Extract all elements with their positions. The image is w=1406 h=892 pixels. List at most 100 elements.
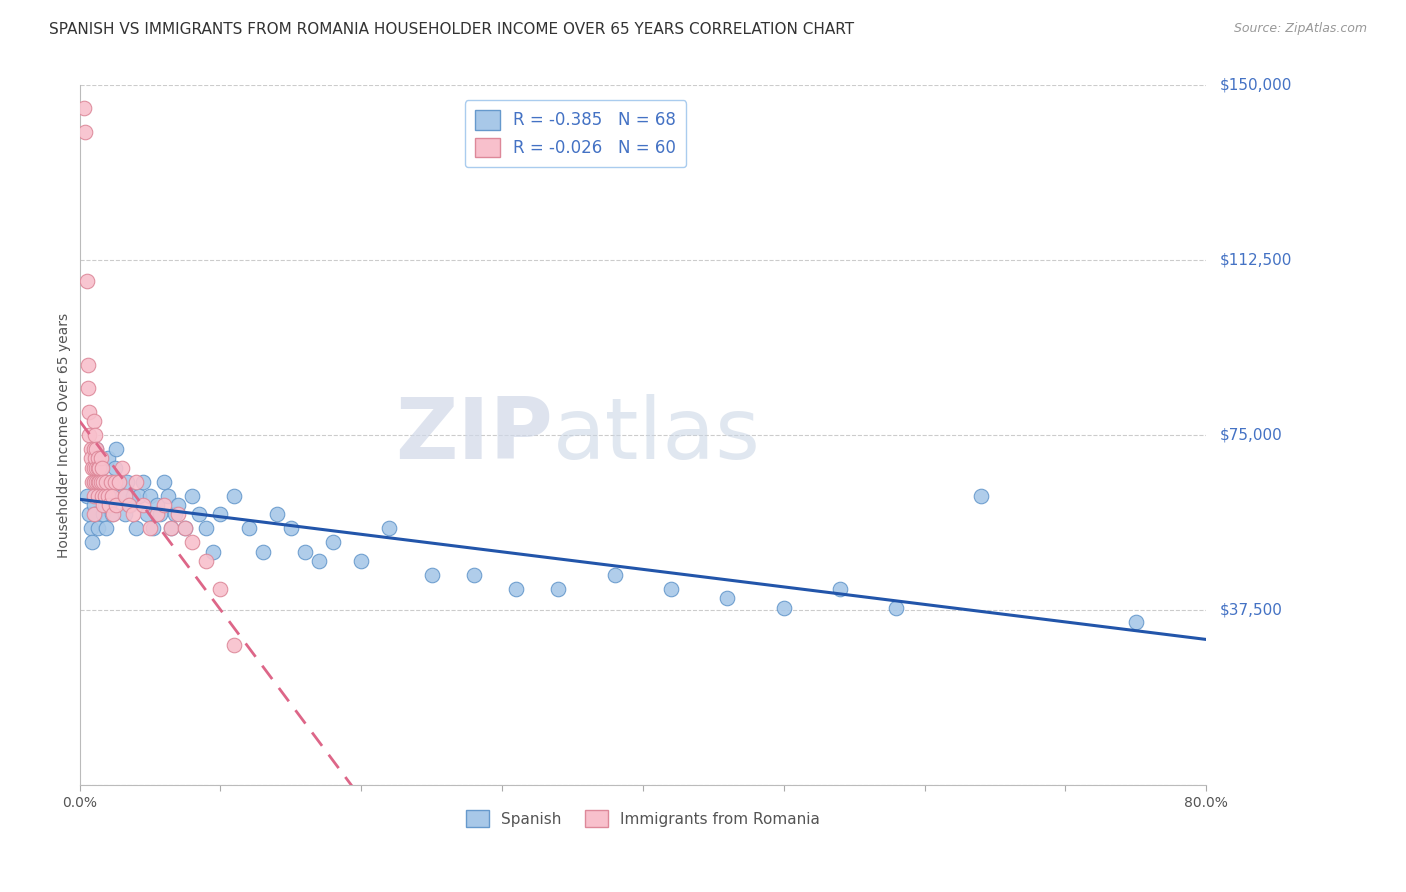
Point bbox=[82, 535, 104, 549]
Point bbox=[308, 554, 330, 568]
Point bbox=[188, 508, 211, 522]
Point bbox=[970, 489, 993, 503]
Point bbox=[1125, 615, 1147, 629]
Legend: Spanish, Immigrants from Romania: Spanish, Immigrants from Romania bbox=[460, 804, 825, 833]
Point bbox=[174, 521, 197, 535]
Point bbox=[76, 489, 98, 503]
Point bbox=[280, 521, 302, 535]
Point bbox=[87, 489, 110, 503]
Point bbox=[80, 521, 103, 535]
Point bbox=[94, 498, 117, 512]
Point bbox=[108, 475, 131, 489]
Point bbox=[80, 451, 103, 466]
Point bbox=[252, 545, 274, 559]
Point bbox=[886, 600, 908, 615]
Point bbox=[105, 442, 128, 456]
Point bbox=[79, 428, 101, 442]
Point bbox=[463, 568, 485, 582]
Point bbox=[86, 442, 108, 456]
Point bbox=[93, 475, 115, 489]
Point bbox=[79, 508, 101, 522]
Point bbox=[100, 489, 122, 503]
Point bbox=[209, 508, 232, 522]
Point bbox=[83, 414, 105, 428]
Point bbox=[75, 125, 97, 139]
Point bbox=[111, 460, 134, 475]
Point bbox=[84, 428, 107, 442]
Point bbox=[139, 521, 162, 535]
Point bbox=[93, 498, 115, 512]
Point bbox=[105, 498, 128, 512]
Y-axis label: Householder Income Over 65 years: Householder Income Over 65 years bbox=[58, 312, 72, 558]
Point bbox=[122, 489, 145, 503]
Point bbox=[100, 475, 122, 489]
Text: $75,000: $75,000 bbox=[1220, 427, 1282, 442]
Point bbox=[97, 489, 120, 503]
Point bbox=[125, 521, 148, 535]
Point bbox=[160, 521, 183, 535]
Point bbox=[139, 489, 162, 503]
Point bbox=[77, 381, 100, 395]
Point bbox=[132, 475, 155, 489]
Point bbox=[505, 582, 527, 596]
Point bbox=[91, 489, 114, 503]
Point bbox=[195, 554, 218, 568]
Point bbox=[91, 460, 114, 475]
Point bbox=[132, 498, 155, 512]
Text: SPANISH VS IMMIGRANTS FROM ROMANIA HOUSEHOLDER INCOME OVER 65 YEARS CORRELATION : SPANISH VS IMMIGRANTS FROM ROMANIA HOUSE… bbox=[49, 22, 855, 37]
Point bbox=[82, 475, 104, 489]
Point bbox=[73, 101, 96, 115]
Point bbox=[98, 498, 121, 512]
Point bbox=[83, 475, 105, 489]
Point bbox=[82, 460, 104, 475]
Point bbox=[181, 489, 204, 503]
Point bbox=[86, 442, 108, 456]
Point bbox=[91, 475, 114, 489]
Point bbox=[111, 489, 134, 503]
Point bbox=[350, 554, 373, 568]
Point bbox=[83, 460, 105, 475]
Point bbox=[830, 582, 852, 596]
Point bbox=[96, 475, 118, 489]
Point bbox=[87, 460, 110, 475]
Point bbox=[101, 508, 124, 522]
Point bbox=[89, 460, 111, 475]
Point bbox=[128, 489, 150, 503]
Point bbox=[87, 451, 110, 466]
Point bbox=[224, 489, 246, 503]
Point bbox=[659, 582, 682, 596]
Point bbox=[114, 489, 136, 503]
Point bbox=[104, 460, 127, 475]
Point bbox=[96, 521, 118, 535]
Point bbox=[420, 568, 443, 582]
Point bbox=[80, 442, 103, 456]
Point bbox=[157, 489, 180, 503]
Point bbox=[716, 591, 738, 606]
Point bbox=[83, 489, 105, 503]
Text: ZIP: ZIP bbox=[395, 393, 553, 476]
Point bbox=[90, 475, 112, 489]
Point bbox=[136, 508, 159, 522]
Point bbox=[87, 475, 110, 489]
Point bbox=[149, 508, 172, 522]
Point bbox=[83, 442, 105, 456]
Point bbox=[238, 521, 260, 535]
Point bbox=[89, 475, 111, 489]
Point bbox=[87, 521, 110, 535]
Point bbox=[77, 358, 100, 372]
Text: $112,500: $112,500 bbox=[1220, 252, 1292, 268]
Point bbox=[146, 498, 169, 512]
Point bbox=[209, 582, 232, 596]
Point bbox=[90, 451, 112, 466]
Point bbox=[322, 535, 344, 549]
Point bbox=[224, 638, 246, 652]
Point bbox=[167, 508, 190, 522]
Point bbox=[86, 475, 108, 489]
Point bbox=[603, 568, 626, 582]
Point bbox=[83, 508, 105, 522]
Point bbox=[165, 508, 187, 522]
Point bbox=[86, 460, 108, 475]
Point bbox=[160, 521, 183, 535]
Point bbox=[153, 498, 176, 512]
Point bbox=[84, 451, 107, 466]
